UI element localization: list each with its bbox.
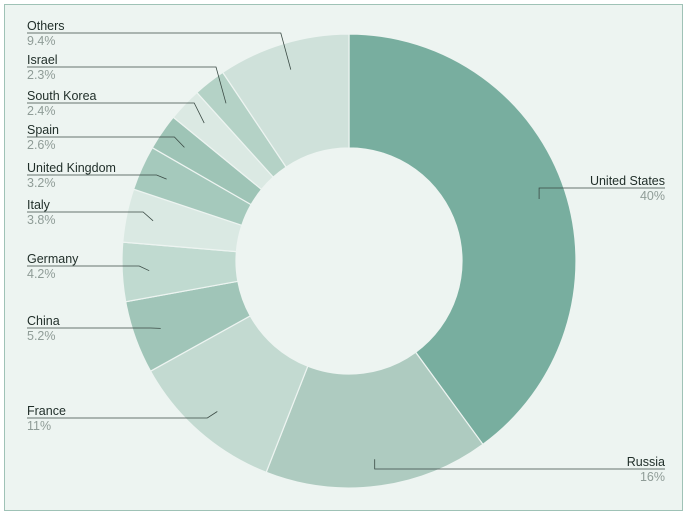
- value-israel: 2.3%: [27, 68, 56, 82]
- leader-line-israel: [27, 66, 227, 104]
- leader-line-germany: [27, 265, 150, 272]
- value-south-korea: 2.4%: [27, 104, 56, 118]
- value-france: 11%: [27, 419, 51, 433]
- label-russia: Russia: [627, 455, 665, 469]
- leader-line-south-korea: [27, 102, 205, 124]
- leader-line-united-kingdom: [27, 174, 167, 180]
- value-russia: 16%: [640, 470, 665, 484]
- value-germany: 4.2%: [27, 267, 56, 281]
- value-italy: 3.8%: [27, 213, 56, 227]
- label-spain: Spain: [27, 123, 59, 137]
- slice-united-states: [348, 33, 577, 446]
- label-germany: Germany: [27, 252, 79, 266]
- slice-russia: [265, 351, 484, 489]
- label-italy: Italy: [27, 198, 51, 212]
- value-china: 5.2%: [27, 329, 56, 343]
- value-spain: 2.6%: [27, 138, 56, 152]
- label-france: France: [27, 404, 66, 418]
- label-south-korea: South Korea: [27, 89, 97, 103]
- value-united-states: 40%: [640, 189, 665, 203]
- leader-line-russia: [374, 459, 665, 470]
- label-israel: Israel: [27, 53, 58, 67]
- label-united-kingdom: United Kingdom: [27, 161, 116, 175]
- leader-line-france: [27, 411, 218, 419]
- value-united-kingdom: 3.2%: [27, 176, 56, 190]
- leader-line-spain: [27, 136, 185, 148]
- label-others: Others: [27, 19, 65, 33]
- value-others: 9.4%: [27, 34, 56, 48]
- leader-line-united-states: [538, 187, 665, 199]
- leader-line-others: [27, 32, 292, 70]
- label-united-states: United States: [590, 174, 665, 188]
- slice-others: [221, 33, 350, 168]
- label-china: China: [27, 314, 60, 328]
- leader-line-italy: [27, 211, 154, 222]
- slices: [121, 33, 577, 489]
